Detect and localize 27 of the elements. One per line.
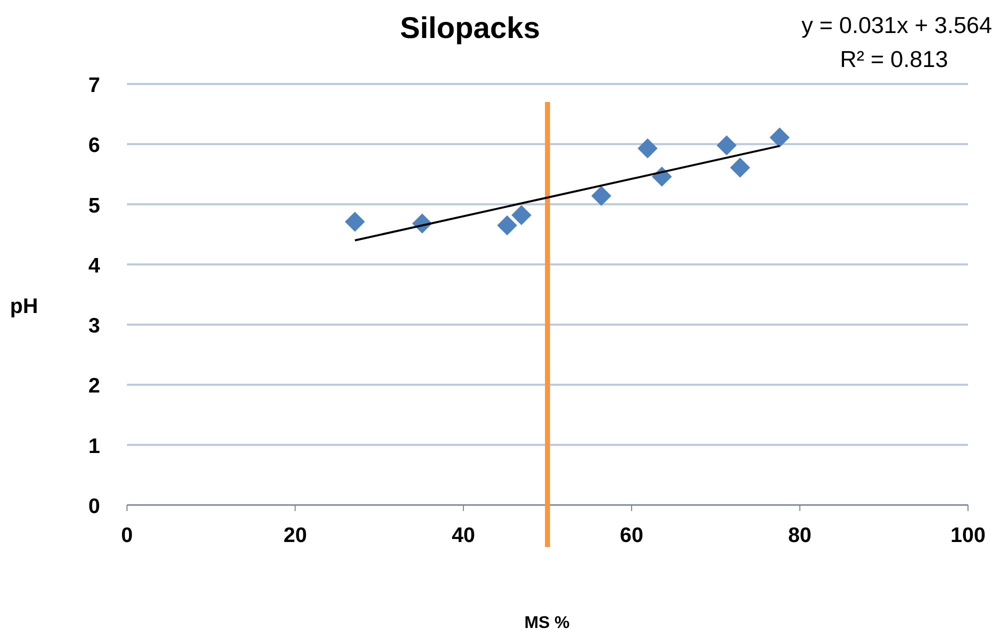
point	[497, 215, 518, 236]
x-tick-label: 80	[788, 524, 812, 547]
y-tick-label: 3	[88, 314, 100, 338]
x-tick-label: 60	[620, 524, 644, 547]
x-tick-label: 0	[121, 524, 133, 547]
x-tick-label: 40	[452, 524, 476, 547]
point	[730, 158, 750, 178]
y-tick-label: 0	[88, 495, 100, 518]
chart-title: Silopacks	[400, 12, 540, 45]
y-tick-label: 4	[88, 254, 100, 278]
point	[344, 212, 365, 232]
point	[591, 186, 612, 206]
point	[511, 205, 532, 226]
y-tick-label: 7	[88, 74, 100, 97]
y-tick-label: 6	[88, 134, 100, 158]
y-tick-label: 5	[88, 194, 100, 218]
point	[770, 128, 790, 148]
x-axis-title: MS %	[524, 613, 570, 632]
text: R² = 0.813	[840, 46, 948, 72]
y-tick-label: 1	[88, 434, 100, 458]
y-tick-label: 2	[88, 374, 100, 398]
y-axis-title: pH	[10, 295, 38, 318]
point	[638, 138, 658, 158]
text: y = 0.031x + 3.564	[801, 12, 992, 38]
x-tick-label: 100	[950, 524, 986, 547]
point	[716, 135, 737, 156]
x-tick-label: 20	[284, 524, 307, 547]
